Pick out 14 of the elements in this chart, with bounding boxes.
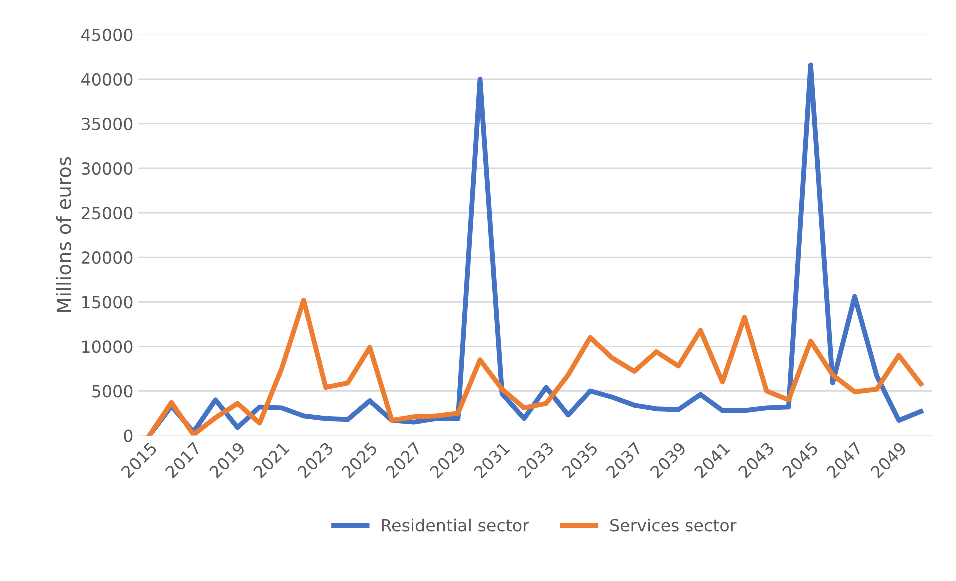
line-series	[147, 298, 924, 436]
y-axis-title: Millions of euros	[56, 157, 72, 312]
y-tick-label: 0	[124, 430, 133, 442]
y-tick-label: 15000	[82, 296, 133, 309]
y-tick-label: 20000	[82, 252, 133, 264]
legend-label: Residential sector	[382, 518, 530, 532]
y-tick-label: 35000	[82, 118, 133, 131]
y-tick-label: 10000	[82, 340, 133, 354]
y-tick-label: 25000	[82, 206, 133, 220]
y-tick-label: 40000	[82, 73, 133, 86]
legend-label: Services sector	[610, 518, 737, 532]
y-tick-label: 45000	[82, 28, 133, 42]
y-tick-label: 30000	[82, 162, 133, 176]
y-tick-label: 5000	[92, 385, 133, 398]
